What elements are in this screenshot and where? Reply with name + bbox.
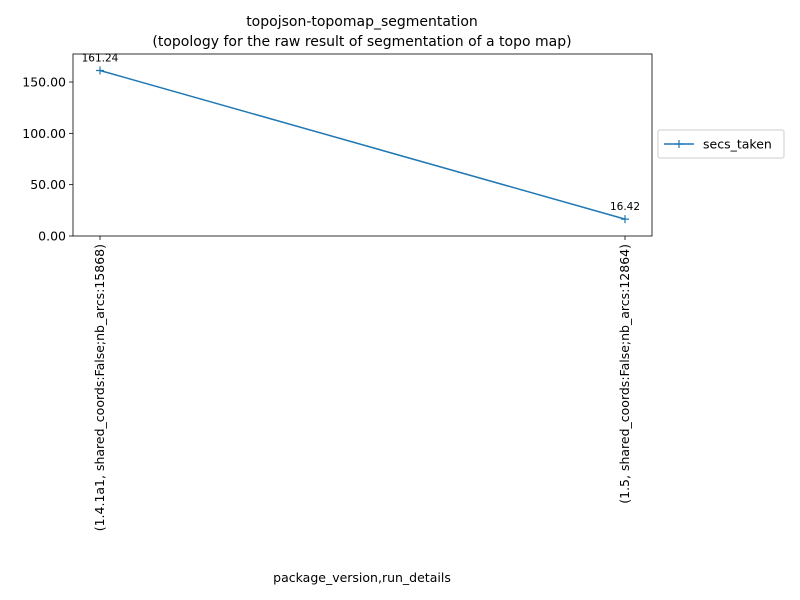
data-point [621,215,629,224]
chart-subtitle: (topology for the raw result of segmenta… [152,34,571,50]
data-label: 161.24 [82,52,119,64]
legend-label: secs_taken [703,137,772,152]
y-tick-label: 100.00 [22,126,66,141]
plot-area [72,53,653,237]
y-tick-label: 0.00 [38,229,66,244]
data-labels: 161.24 16.42 [82,52,640,213]
legend: secs_taken [657,129,785,159]
legend-plus-marker-icon [675,140,683,148]
chart-title: topojson-topomap_segmentation [246,14,478,30]
legend-box [657,129,785,159]
series-layer [96,66,629,224]
y-tick-label: 50.00 [30,177,66,192]
y-axis: 0.00 50.00 100.00 150.00 [22,75,73,244]
data-point [96,66,104,75]
series-line [99,69,626,220]
plot-frame [72,53,653,237]
data-label: 16.42 [610,201,640,213]
x-axis-label: package_version,run_details [273,570,451,585]
x-tick-label: (1.5, shared_coords:False;nb_arcs:12864) [617,244,632,504]
x-axis: (1.4.1a1, shared_coords:False;nb_arcs:15… [92,236,632,531]
x-tick-label: (1.4.1a1, shared_coords:False;nb_arcs:15… [92,244,107,531]
y-tick-label: 150.00 [22,75,66,90]
